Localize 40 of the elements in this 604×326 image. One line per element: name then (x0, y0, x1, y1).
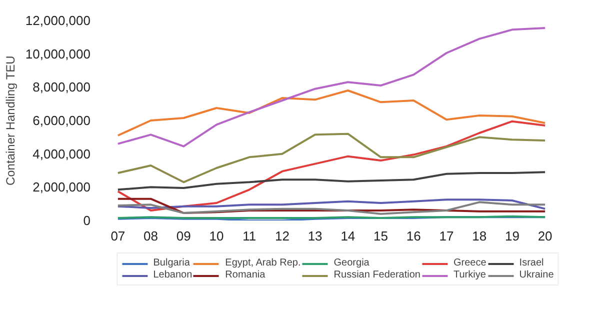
x-tick-label: 07 (110, 228, 126, 244)
x-tick-label: 19 (504, 228, 520, 244)
x-tick-label: 20 (538, 228, 552, 244)
y-tick-label: 0 (83, 213, 91, 228)
legend-label: Turkiye (454, 270, 486, 280)
y-tick-label: 6,000,000 (32, 113, 91, 128)
line-series (116, 132, 546, 184)
line-series (116, 27, 546, 148)
line-series (116, 201, 546, 215)
line-series (116, 171, 546, 191)
line-series (116, 90, 546, 136)
legend-label: Lebanon (153, 270, 192, 280)
legend-label: Greece (454, 258, 486, 268)
legend-label: Israel (519, 258, 544, 268)
x-tick-label: 17 (439, 228, 454, 244)
x-tick-label: 14 (340, 228, 356, 244)
legend-label: Ukraine (519, 270, 554, 280)
y-tick-label: 12,000,000 (25, 13, 91, 28)
x-tick-label: 08 (144, 228, 158, 244)
line-series (116, 198, 546, 210)
legend-label: Romania (225, 270, 266, 280)
x-tick-label: 09 (176, 228, 191, 244)
x-tick-label: 13 (308, 228, 322, 244)
x-tick-label: 16 (406, 228, 421, 244)
y-tick-label: 2,000,000 (32, 180, 91, 195)
line-series (116, 198, 546, 214)
y-tick-label: 10,000,000 (25, 46, 91, 62)
x-tick-label: 10 (209, 228, 224, 244)
legend-label: Bulgaria (153, 258, 190, 268)
x-tick-label: 12 (274, 228, 290, 244)
y-tick-label: 8,000,000 (32, 80, 91, 95)
y-axis-title: Container Handling TEU (3, 56, 18, 186)
x-tick-label: 11 (242, 228, 256, 244)
y-tick-label: 4,000,000 (32, 146, 91, 162)
x-tick-label: 15 (374, 228, 388, 244)
legend-label: Russian Federation (334, 270, 420, 280)
line-series (116, 120, 546, 212)
x-tick-label: 18 (472, 228, 487, 244)
legend-label: Egypt, Arab Rep. (225, 258, 301, 268)
legend-label: Georgia (334, 258, 370, 268)
